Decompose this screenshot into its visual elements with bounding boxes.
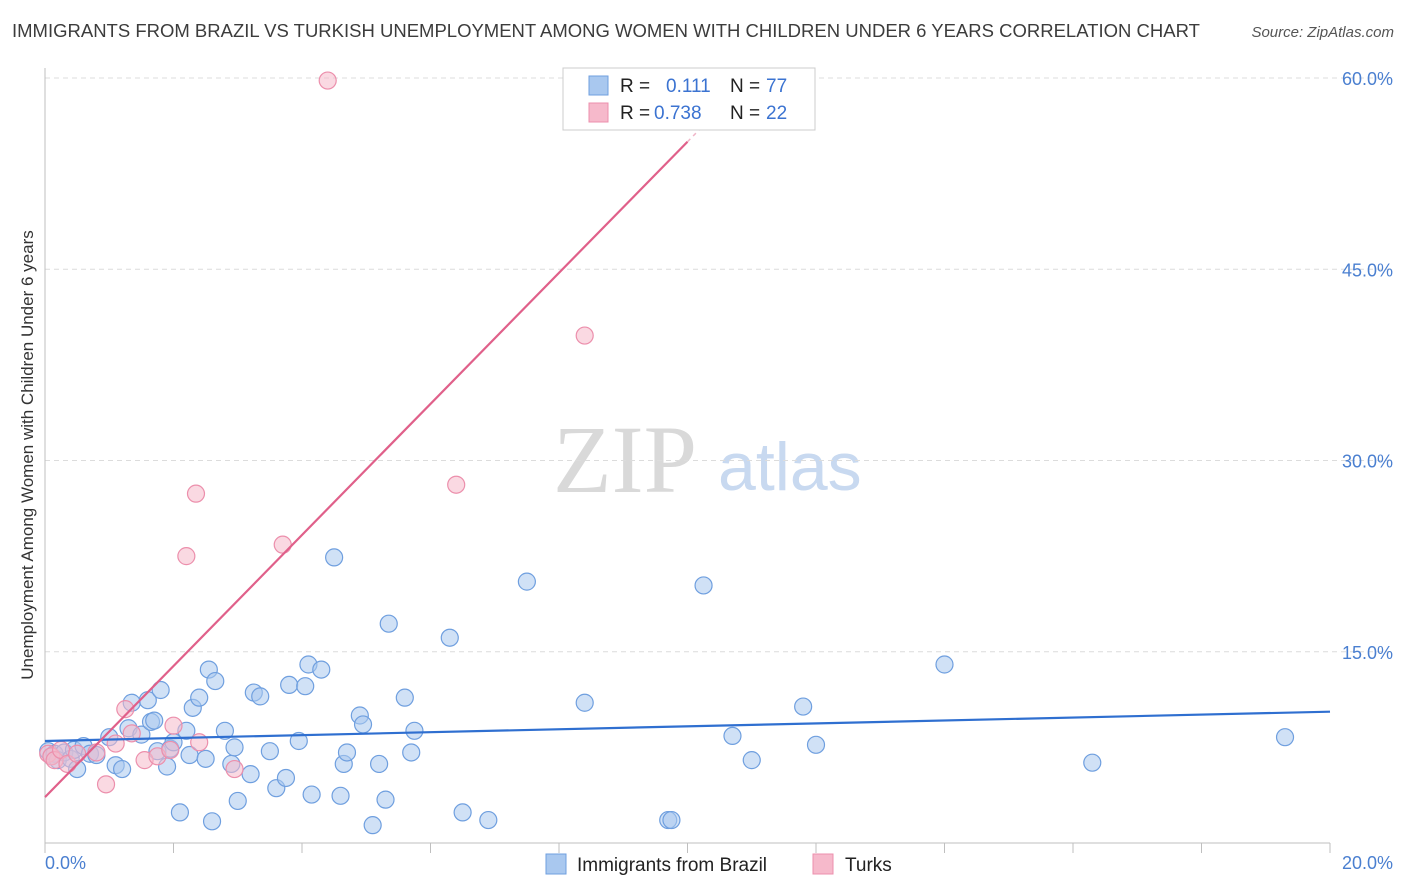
brazil-point-49 <box>312 660 331 679</box>
y-axis-label: Unemployment Among Women with Children U… <box>18 230 37 679</box>
brazil-point-29 <box>190 688 209 707</box>
brazil-point-73 <box>794 697 813 716</box>
brazil-point-40 <box>251 687 270 706</box>
trend-line-brazil <box>44 710 1331 743</box>
brazil-point-43 <box>276 768 296 788</box>
turks-point-10 <box>122 724 141 743</box>
brazil-point-19 <box>145 711 164 730</box>
series-brazil-points <box>39 548 1295 835</box>
series-turks-points <box>39 71 594 794</box>
legend-r-label-turks: R = <box>620 103 650 124</box>
turks-point-7 <box>96 775 116 794</box>
brazil-point-75 <box>935 655 954 674</box>
x-tick-label-0: 0.0% <box>45 853 86 873</box>
brazil-point-32 <box>202 812 222 831</box>
brazil-point-41 <box>260 742 279 761</box>
bottom-legend-swatch-brazil <box>545 853 567 875</box>
turks-point-18 <box>225 759 244 779</box>
watermark: ZIP atlas <box>553 406 862 513</box>
y-tick-label-0: 15.0% <box>1342 643 1393 663</box>
turks-point-19 <box>273 535 292 554</box>
turks-point-21 <box>447 475 466 494</box>
brazil-point-53 <box>337 743 357 762</box>
brazil-point-45 <box>289 731 308 751</box>
turks-point-13 <box>161 740 180 760</box>
legend-n-label-brazil: N = <box>730 76 760 97</box>
legend-r-value-turks: 0.738 <box>654 103 702 124</box>
bottom-legend-label-brazil: Immigrants from Brazil <box>577 855 767 876</box>
brazil-point-66 <box>517 572 536 591</box>
turks-point-6 <box>87 743 106 762</box>
brazil-point-56 <box>363 816 382 835</box>
bottom-legend: Immigrants from Brazil Turks <box>545 853 892 876</box>
turks-point-22 <box>575 326 594 345</box>
brazil-point-33 <box>206 671 225 691</box>
brazil-point-38 <box>241 765 260 784</box>
brazil-point-74 <box>806 735 826 754</box>
watermark-zip: ZIP <box>553 406 697 513</box>
source-credit: Source: ZipAtlas.com <box>1251 24 1394 41</box>
brazil-point-67 <box>575 693 594 712</box>
brazil-point-44 <box>280 675 299 695</box>
trend-lines <box>44 121 1331 798</box>
brazil-point-50 <box>325 548 344 567</box>
brazil-point-72 <box>742 751 761 770</box>
legend-n-value-turks: 22 <box>766 103 787 124</box>
y-tick-labels: 15.0% 30.0% 45.0% 60.0% <box>1342 69 1393 663</box>
legend-n-label-turks: N = <box>730 103 760 124</box>
brazil-point-59 <box>379 614 398 633</box>
watermark-atlas: atlas <box>718 429 862 505</box>
brazil-point-37 <box>228 791 247 811</box>
grid-lines <box>45 77 1392 653</box>
brazil-point-48 <box>302 785 321 804</box>
x-tick-labels: 0.0% 20.0% <box>45 853 1393 873</box>
brazil-point-30 <box>196 749 215 768</box>
turks-point-14 <box>164 716 183 735</box>
turks-point-8 <box>106 734 125 753</box>
brazil-point-69 <box>662 810 681 830</box>
brazil-point-57 <box>370 754 389 774</box>
brazil-point-13 <box>112 759 132 779</box>
turks-point-9 <box>116 700 135 719</box>
turks-point-20 <box>318 71 337 90</box>
brazil-point-64 <box>453 803 472 822</box>
brazil-point-60 <box>395 688 414 707</box>
brazil-point-46 <box>296 677 315 696</box>
legend: R = 0.111 N = 77 R = 0.738 N = 22 <box>562 67 816 131</box>
y-tick-label-1: 30.0% <box>1342 452 1393 472</box>
x-tick-label-1: 20.0% <box>1342 853 1393 873</box>
bottom-legend-label-turks: Turks <box>845 855 892 876</box>
legend-r-label-brazil: R = <box>620 76 650 97</box>
bottom-legend-swatch-turks <box>812 853 834 875</box>
legend-swatch-brazil <box>588 75 609 96</box>
brazil-point-63 <box>440 628 459 647</box>
legend-swatch-turks <box>588 102 609 123</box>
axes <box>44 68 1331 853</box>
brazil-point-71 <box>723 726 742 746</box>
brazil-point-58 <box>376 790 395 809</box>
legend-r-value-brazil: 0.111 <box>666 76 711 97</box>
brazil-point-70 <box>694 576 713 595</box>
brazil-point-55 <box>353 715 373 734</box>
brazil-point-77 <box>1275 728 1295 747</box>
y-tick-label-3: 60.0% <box>1342 69 1393 89</box>
brazil-point-36 <box>225 738 244 757</box>
legend-n-value-brazil: 77 <box>766 76 787 97</box>
brazil-point-62 <box>405 721 424 740</box>
brazil-point-34 <box>215 721 234 740</box>
turks-point-16 <box>186 484 206 503</box>
brazil-point-25 <box>170 803 190 822</box>
y-tick-label-2: 45.0% <box>1342 260 1393 280</box>
brazil-point-65 <box>479 810 498 830</box>
turks-point-5 <box>68 744 87 763</box>
chart-title: IMMIGRANTS FROM BRAZIL VS TURKISH UNEMPL… <box>12 20 1200 41</box>
brazil-point-76 <box>1083 753 1102 772</box>
trend-line-turks <box>44 140 689 798</box>
brazil-point-21 <box>151 680 170 700</box>
brazil-point-61 <box>402 743 421 762</box>
turks-point-15 <box>177 547 196 566</box>
brazil-point-51 <box>331 786 350 805</box>
